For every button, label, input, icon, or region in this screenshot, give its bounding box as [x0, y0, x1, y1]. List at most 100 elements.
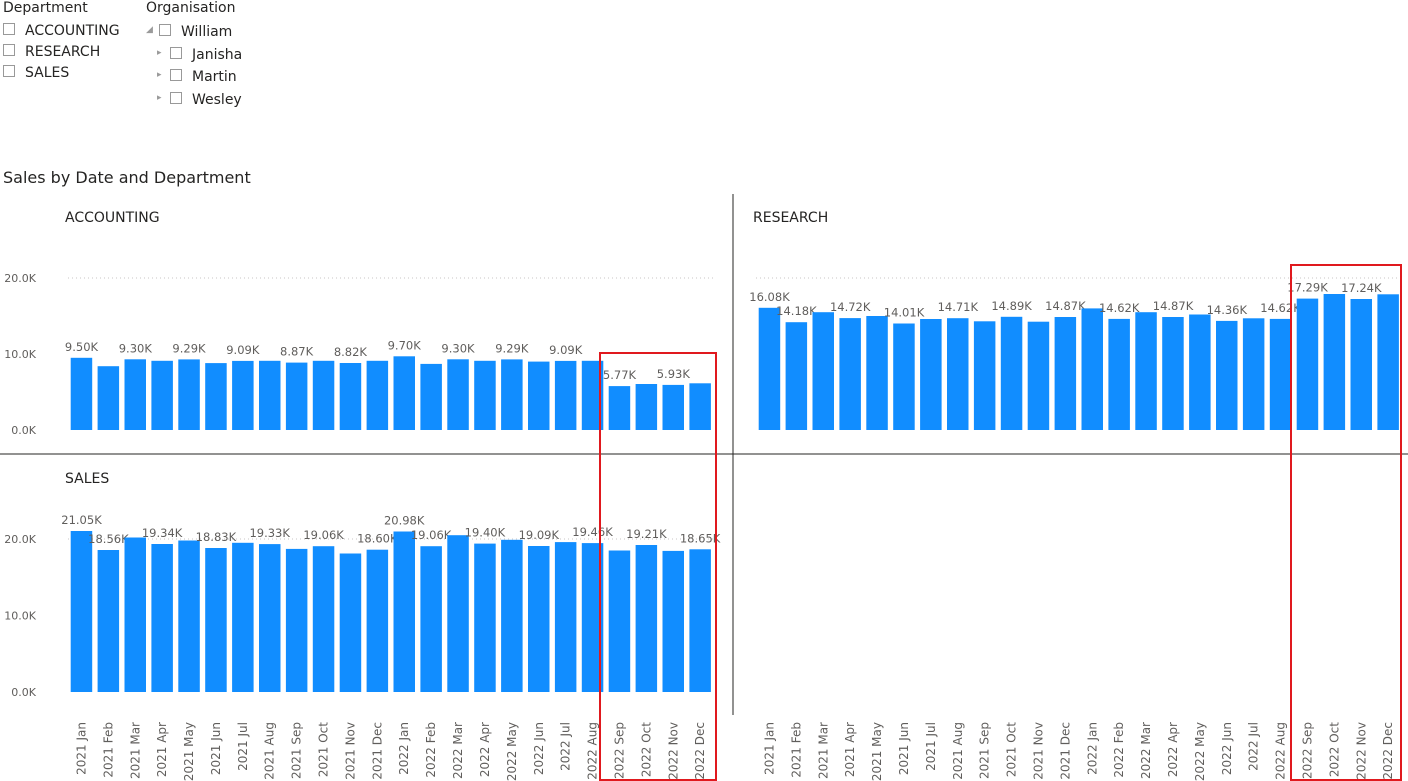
bar[interactable]: [1350, 299, 1373, 430]
data-label: 9.30K: [441, 341, 475, 355]
tree-item-martin[interactable]: ▸ Martin: [157, 67, 237, 87]
bar[interactable]: [178, 540, 200, 693]
bar[interactable]: [689, 383, 711, 430]
bar[interactable]: [124, 537, 147, 693]
bar[interactable]: [70, 357, 93, 430]
slicer-item-research[interactable]: RESEARCH: [3, 42, 100, 62]
bar[interactable]: [312, 546, 335, 692]
bar[interactable]: [581, 360, 604, 430]
bar[interactable]: [662, 384, 685, 430]
bar[interactable]: [97, 550, 120, 692]
data-label: 16.08K: [749, 290, 790, 304]
bar[interactable]: [528, 361, 550, 430]
bar[interactable]: [554, 542, 577, 692]
checkbox-icon[interactable]: [3, 23, 15, 35]
tree-item-william[interactable]: ◢ William: [146, 22, 232, 42]
bar[interactable]: [1242, 318, 1265, 430]
bar[interactable]: [285, 362, 308, 430]
checkbox-icon[interactable]: [3, 44, 15, 56]
bar[interactable]: [893, 323, 915, 431]
bar[interactable]: [1108, 318, 1130, 430]
slicer-item-accounting[interactable]: ACCOUNTING: [3, 21, 120, 41]
tree-item-wesley[interactable]: ▸ Wesley: [157, 90, 242, 110]
bar[interactable]: [1081, 308, 1104, 430]
checkbox-icon[interactable]: [170, 47, 182, 59]
bar[interactable]: [1323, 294, 1346, 430]
bar[interactable]: [866, 316, 888, 430]
bar[interactable]: [1269, 318, 1292, 430]
bar[interactable]: [1162, 317, 1184, 430]
bar[interactable]: [947, 318, 969, 430]
bar[interactable]: [339, 363, 362, 430]
bar[interactable]: [178, 359, 200, 430]
bar[interactable]: [1377, 294, 1399, 430]
tree-item-janisha[interactable]: ▸ Janisha: [157, 45, 242, 65]
bar[interactable]: [259, 544, 281, 692]
bar[interactable]: [1189, 314, 1211, 431]
data-label: 9.70K: [388, 338, 422, 352]
bar[interactable]: [232, 542, 254, 692]
data-label: 9.09K: [226, 343, 260, 357]
bar[interactable]: [447, 359, 469, 430]
expand-arrow-icon[interactable]: ▸: [157, 70, 162, 80]
bar[interactable]: [151, 544, 173, 692]
bar[interactable]: [1000, 316, 1023, 430]
bar[interactable]: [97, 366, 120, 430]
bar[interactable]: [1027, 321, 1050, 430]
bar[interactable]: [339, 553, 362, 693]
bar[interactable]: [312, 360, 335, 430]
bar[interactable]: [1296, 298, 1319, 430]
bar[interactable]: [151, 360, 173, 430]
bar[interactable]: [366, 360, 389, 430]
bar[interactable]: [635, 545, 658, 692]
bar[interactable]: [393, 356, 416, 430]
checkbox-icon[interactable]: [3, 65, 15, 77]
data-label: 18.60K: [357, 532, 398, 546]
data-label: 18.65K: [680, 531, 721, 545]
checkbox-icon[interactable]: [159, 24, 171, 36]
bar[interactable]: [839, 318, 861, 430]
expand-arrow-icon[interactable]: ▸: [157, 48, 162, 58]
bar[interactable]: [662, 550, 685, 692]
bar[interactable]: [973, 321, 996, 430]
bar[interactable]: [554, 360, 577, 430]
y-tick-label: 0.0K: [11, 424, 36, 437]
bar[interactable]: [70, 531, 93, 692]
slicer-item-sales[interactable]: SALES: [3, 63, 69, 83]
x-tick-label: 2021 Jul: [236, 722, 250, 771]
collapse-arrow-icon[interactable]: ◢: [146, 25, 153, 35]
bar[interactable]: [285, 548, 308, 692]
bar[interactable]: [420, 363, 442, 430]
bar[interactable]: [608, 550, 631, 693]
bar[interactable]: [393, 531, 416, 693]
bar[interactable]: [366, 549, 389, 692]
bar[interactable]: [205, 363, 227, 430]
bar[interactable]: [501, 539, 523, 692]
bar[interactable]: [124, 359, 147, 430]
bar[interactable]: [474, 360, 496, 430]
bar[interactable]: [785, 322, 808, 430]
bar[interactable]: [205, 548, 227, 692]
bar[interactable]: [1216, 320, 1238, 430]
bar[interactable]: [474, 543, 496, 692]
bar[interactable]: [501, 359, 523, 430]
expand-arrow-icon[interactable]: ▸: [157, 93, 162, 103]
bar[interactable]: [758, 307, 781, 430]
checkbox-icon[interactable]: [170, 69, 182, 81]
bar[interactable]: [1135, 312, 1157, 430]
bar[interactable]: [689, 549, 711, 692]
bar[interactable]: [259, 360, 281, 430]
bar[interactable]: [608, 386, 631, 430]
bar[interactable]: [581, 543, 604, 692]
bar[interactable]: [232, 360, 254, 430]
data-label: 18.56K: [88, 532, 129, 546]
bar[interactable]: [447, 535, 469, 692]
bar[interactable]: [812, 312, 835, 430]
bar[interactable]: [920, 319, 942, 430]
slicer-item-label: ACCOUNTING: [25, 23, 120, 39]
bar[interactable]: [1054, 317, 1077, 430]
bar[interactable]: [420, 546, 442, 692]
bar[interactable]: [528, 546, 550, 692]
bar[interactable]: [635, 384, 658, 430]
checkbox-icon[interactable]: [170, 92, 182, 104]
